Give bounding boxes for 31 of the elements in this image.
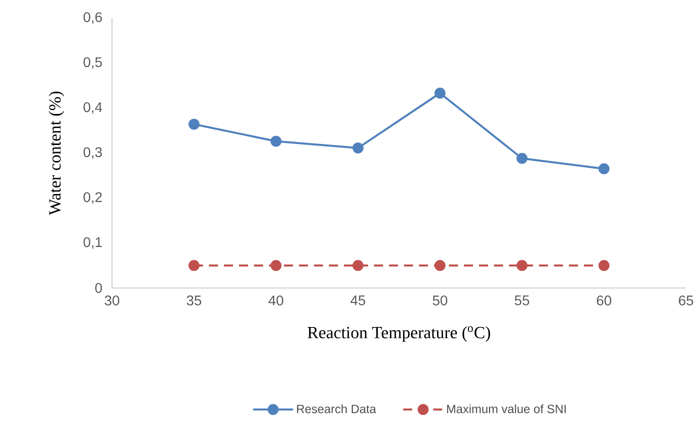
- point: [188, 260, 200, 271]
- point: [352, 142, 364, 154]
- y-tick-label: 0,4: [84, 102, 102, 114]
- point: [516, 152, 528, 164]
- legend-label: Maximum value of SNI: [447, 404, 566, 414]
- point: [352, 260, 364, 271]
- point: [270, 260, 282, 271]
- x-tick-label: 65: [678, 296, 694, 306]
- x-axis-title: Reaction Temperature ($^{o}$C): [308, 326, 490, 342]
- x-tick-label: 55: [514, 296, 530, 306]
- x-tick-label: 35: [186, 296, 202, 306]
- y-tick-label: 0: [95, 283, 102, 293]
- x-tick-label: 60: [596, 296, 612, 306]
- legend-label: Research Data: [297, 404, 376, 414]
- point: [598, 163, 610, 174]
- y-tick-label: 0,1: [84, 237, 102, 249]
- point: [434, 260, 446, 271]
- x-tick-label: 30: [104, 296, 120, 306]
- y-tick-label: 0,2: [84, 192, 102, 204]
- x-tick-label: 45: [350, 296, 366, 306]
- x-tick-label: 50: [432, 296, 448, 306]
- point: [516, 260, 528, 271]
- y-axis-title: Water content (%): [48, 92, 64, 216]
- y-tick-label: 0,5: [84, 57, 102, 69]
- point: [598, 260, 610, 271]
- point: [434, 88, 446, 99]
- point: [270, 136, 282, 147]
- y-tick-label: 0,3: [84, 147, 102, 159]
- x-tick-label: 40: [268, 296, 284, 306]
- y-tick-label: 0,6: [84, 12, 102, 24]
- point: [188, 118, 200, 130]
